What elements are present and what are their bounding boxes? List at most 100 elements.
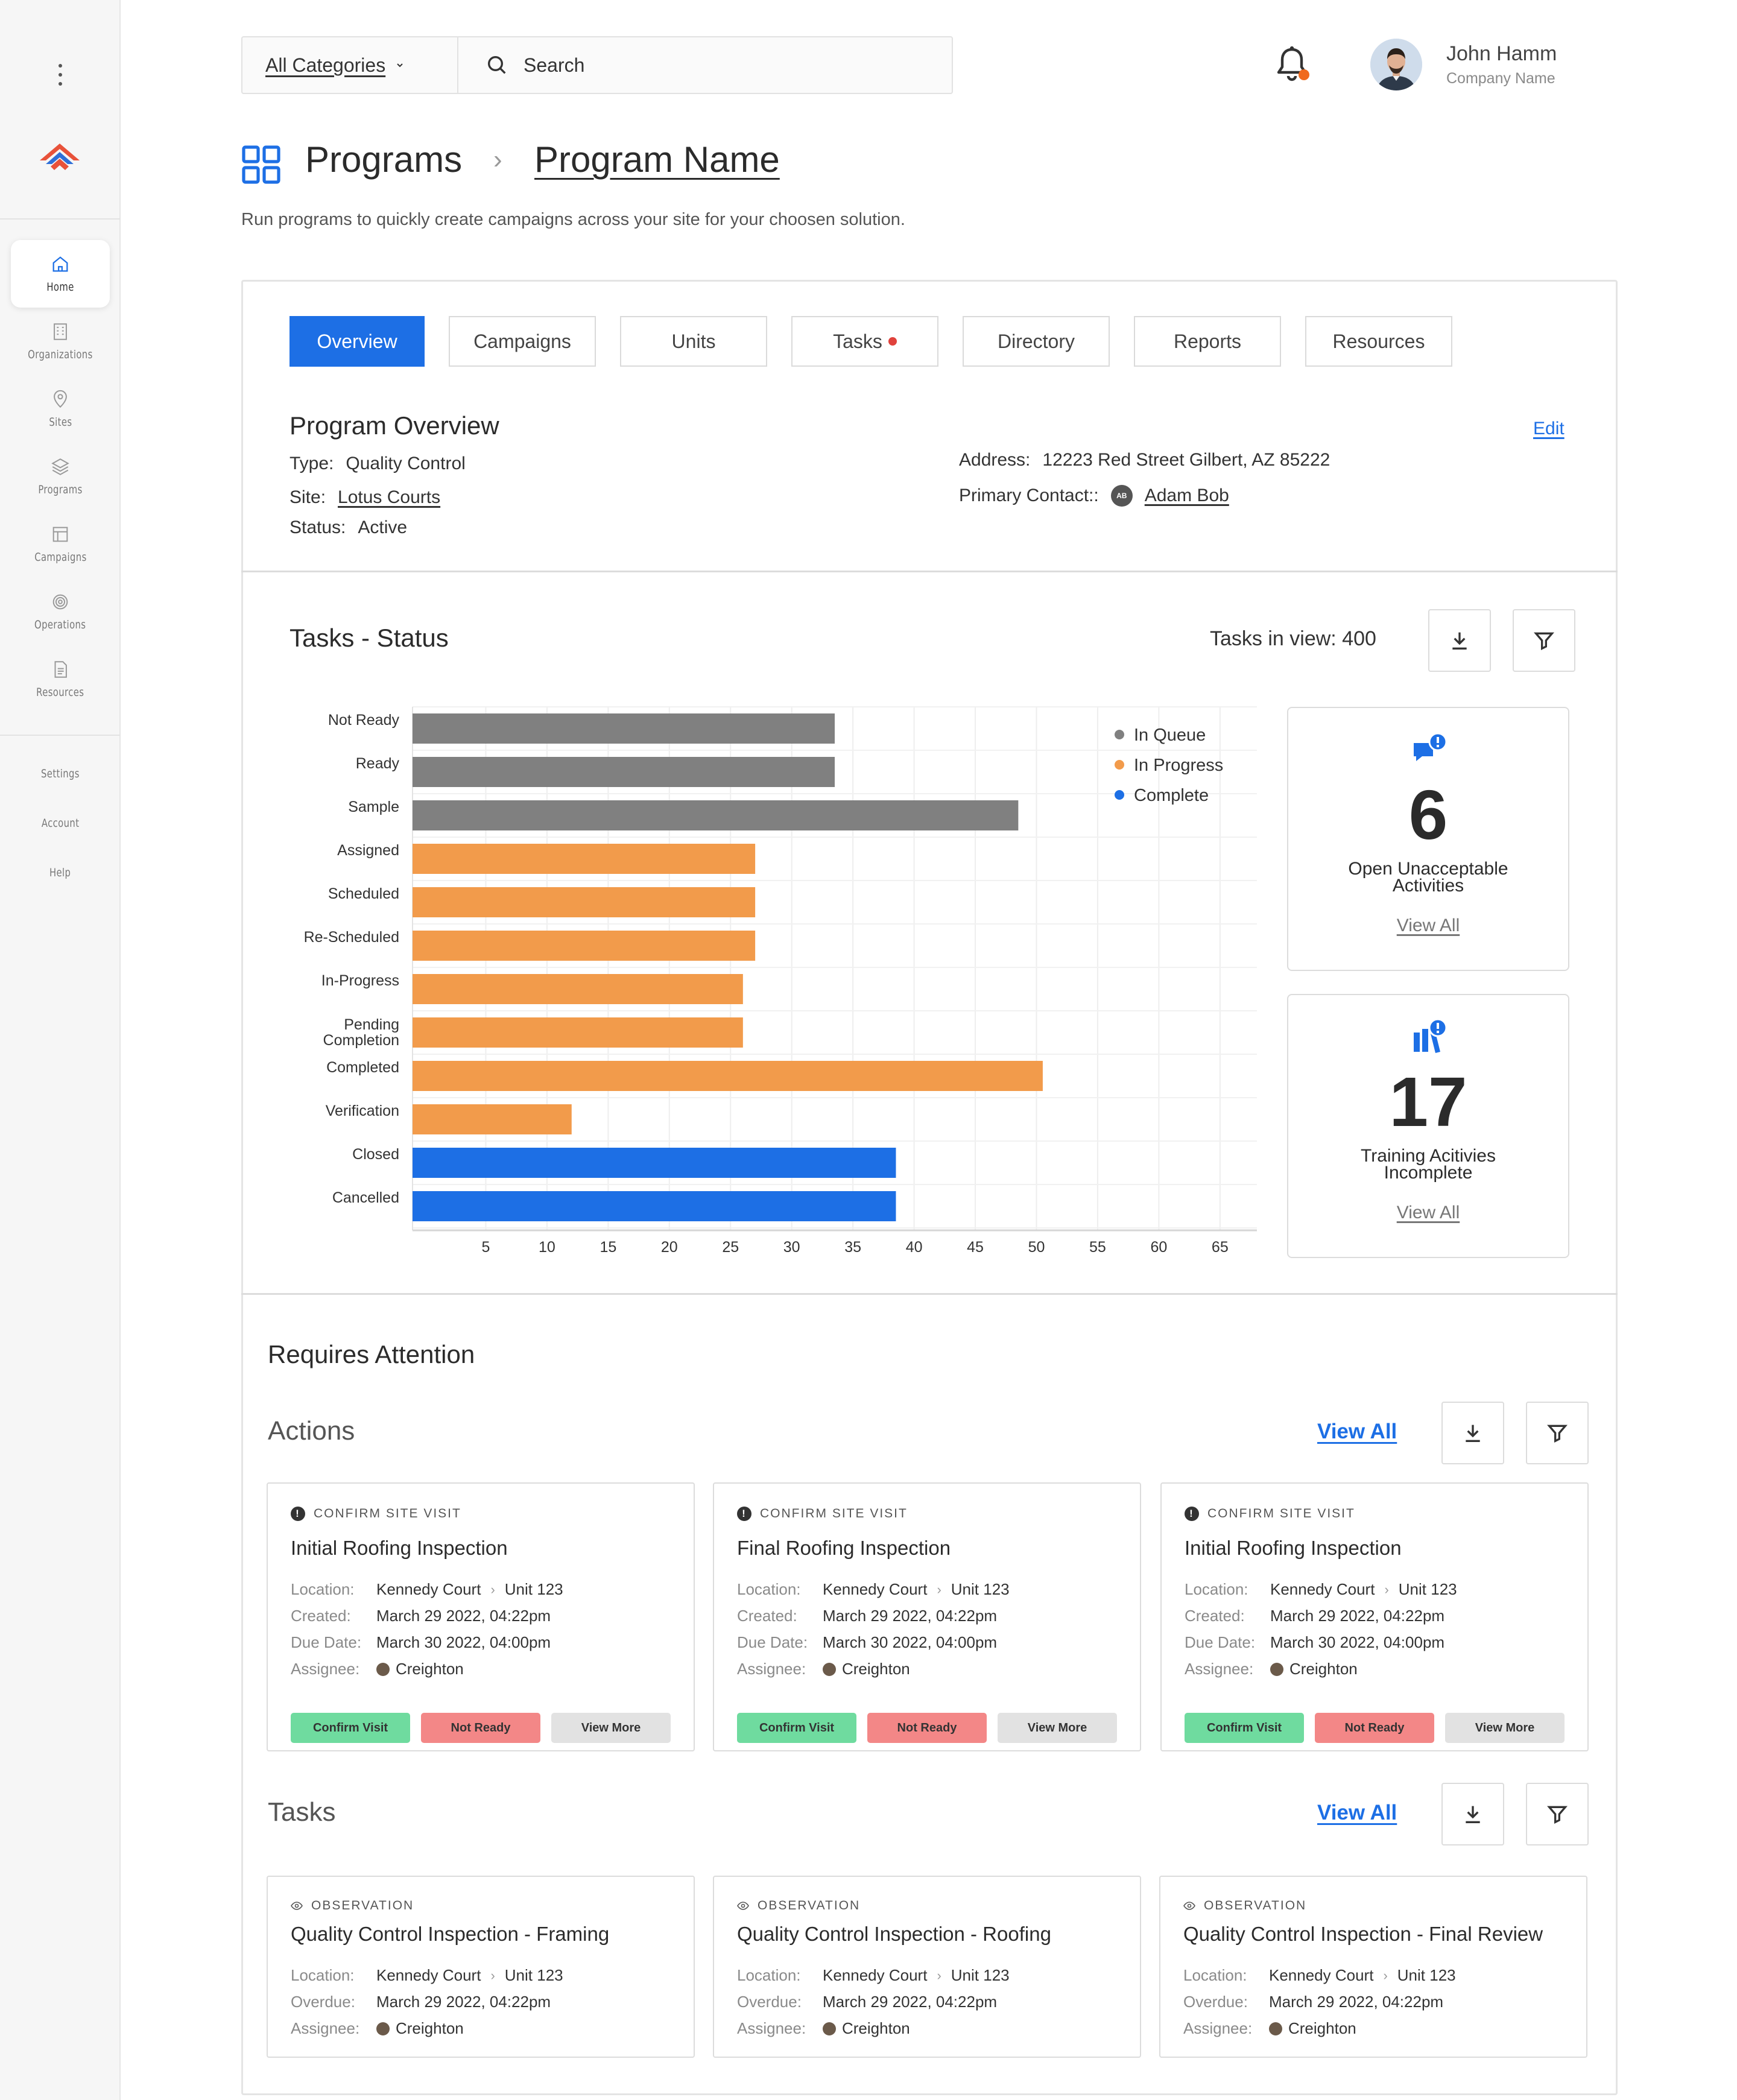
assignee-avatar — [376, 2022, 390, 2035]
kpi-view-all: View All — [1288, 916, 1568, 936]
site-link[interactable]: Lotus Courts — [338, 487, 441, 507]
sidebar-item-help[interactable]: Help — [11, 858, 110, 888]
sidebar-item-home[interactable]: Home — [11, 240, 110, 308]
actions-view-all-link[interactable]: View All — [1317, 1420, 1397, 1443]
x-tick-label: 40 — [906, 1239, 923, 1256]
view-more-button[interactable]: View More — [551, 1713, 671, 1743]
tasks-status-chart: Not Ready Ready Sample Assigned Scheduled Re-… — [304, 706, 1257, 1256]
sidebar-item-organizations[interactable]: Organizations — [11, 308, 110, 375]
tasks-download-button[interactable] — [1441, 1783, 1504, 1845]
breadcrumb-programs[interactable]: Programs — [305, 139, 463, 180]
notification-dot — [888, 337, 897, 346]
card-kind: ! CONFIRM SITE VISIT — [737, 1507, 908, 1521]
filter-icon — [1547, 1806, 1568, 1824]
field-label: Type: — [290, 454, 334, 473]
sidebar-item-label: Campaigns — [34, 551, 87, 564]
category-dropdown[interactable]: All Categories — [242, 37, 458, 93]
user-company: Company Name — [1446, 70, 1555, 87]
home-icon — [52, 256, 68, 272]
sidebar-item-account[interactable]: Account — [11, 808, 110, 838]
actions-filter-button[interactable] — [1526, 1402, 1589, 1464]
building-icon — [54, 323, 67, 340]
x-tick-label: 45 — [967, 1239, 984, 1256]
view-all-link[interactable]: View All — [1396, 916, 1460, 935]
tab-campaigns[interactable]: Campaigns — [449, 316, 596, 367]
filter-button[interactable] — [1513, 609, 1575, 672]
view-all-link[interactable]: View All — [1396, 1203, 1460, 1222]
card-kind: ! CONFIRM SITE VISIT — [291, 1507, 461, 1521]
category-label: All Categories — [265, 54, 386, 76]
tasks-view-all-link[interactable]: View All — [1317, 1801, 1397, 1824]
category-label: Assigned — [337, 842, 399, 859]
tab-units[interactable]: Units — [620, 316, 767, 367]
more-menu-icon[interactable] — [53, 64, 68, 86]
task-card: OBSERVATION Quality Control Inspection -… — [267, 1876, 695, 2058]
edit-link[interactable]: Edit — [1533, 419, 1565, 438]
task-card: OBSERVATION Quality Control Inspection -… — [713, 1876, 1141, 2058]
kpi-value: 17 — [1389, 1063, 1467, 1141]
category-label: In-Progress — [321, 972, 399, 989]
avatar[interactable] — [1370, 39, 1422, 90]
sidebar-item-operations[interactable]: Operations — [11, 578, 110, 645]
notification-bell-icon[interactable] — [1273, 45, 1311, 87]
chart-bar — [413, 1061, 1043, 1091]
category-label: Sample — [348, 799, 399, 815]
chart-bar — [413, 887, 756, 917]
confirm-visit-button[interactable]: Confirm Visit — [291, 1713, 410, 1743]
books-alert-icon — [1414, 1018, 1448, 1053]
view-more-button[interactable]: View More — [1445, 1713, 1565, 1743]
sidebar-item-programs[interactable]: Programs — [11, 443, 110, 510]
tab-reports[interactable]: Reports — [1134, 316, 1281, 367]
user-name[interactable]: John Hamm — [1446, 42, 1557, 65]
x-tick-label: 35 — [844, 1239, 861, 1256]
card-row-assignee: Assignee: Creighton — [737, 2019, 910, 2037]
x-tick-label: 50 — [1028, 1239, 1045, 1256]
chart-bar — [413, 757, 835, 787]
not-ready-button[interactable]: Not Ready — [1315, 1713, 1434, 1743]
sidebar-item-label: Help — [49, 866, 71, 879]
target-icon — [52, 594, 68, 610]
map-pin-icon — [54, 390, 67, 408]
chart-bar — [413, 844, 756, 874]
category-label: Closed — [352, 1146, 399, 1163]
kpi-label: Activities — [1392, 876, 1464, 896]
tab-resources[interactable]: Resources — [1305, 316, 1452, 367]
card-row-overdue: Overdue: March 29 2022, 04:22pm — [291, 1993, 551, 2011]
sidebar-item-sites[interactable]: Sites — [11, 375, 110, 443]
category-label: Scheduled — [328, 885, 399, 902]
download-button[interactable] — [1428, 609, 1491, 672]
card-row-due: Due Date: March 30 2022, 04:00pm — [737, 1633, 998, 1651]
kpi-card-training: 17 Training Acitivies Incomplete View Al… — [1287, 994, 1569, 1258]
tasks-filter-button[interactable] — [1526, 1783, 1589, 1845]
tab-directory[interactable]: Directory — [963, 316, 1110, 367]
sidebar-item-campaigns[interactable]: Campaigns — [11, 510, 110, 578]
confirm-visit-button[interactable]: Confirm Visit — [737, 1713, 856, 1743]
chart-bar — [413, 931, 756, 961]
card-row-due: Due Date: March 30 2022, 04:00pm — [1185, 1633, 1445, 1651]
breadcrumb-current[interactable]: Program Name — [534, 139, 780, 180]
contact-link[interactable]: Adam Bob — [1144, 485, 1229, 505]
tab-tasks[interactable]: Tasks — [791, 316, 938, 367]
chart-bar — [413, 1148, 896, 1178]
not-ready-button[interactable]: Not Ready — [421, 1713, 540, 1743]
actions-download-button[interactable] — [1441, 1402, 1504, 1464]
card-row-created: Created: March 29 2022, 04:22pm — [737, 1607, 998, 1625]
chart-bar — [413, 1017, 743, 1048]
chevron-right-icon: › — [1384, 1581, 1389, 1597]
action-card: ! CONFIRM SITE VISIT Final Roofing Inspec… — [713, 1482, 1141, 1751]
confirm-visit-button[interactable]: Confirm Visit — [1185, 1713, 1304, 1743]
chevron-right-icon: › — [490, 1581, 495, 1597]
sidebar-item-settings[interactable]: Settings — [11, 759, 110, 789]
card-title: Initial Roofing Inspection — [1185, 1537, 1402, 1559]
tab-label: Units — [671, 330, 716, 352]
sidebar-divider — [0, 735, 121, 736]
chart-bar — [413, 800, 1019, 830]
sidebar-item-resources[interactable]: Resources — [11, 645, 110, 713]
sidebar-divider — [0, 218, 121, 220]
view-more-button[interactable]: View More — [998, 1713, 1117, 1743]
field-label: Site: — [290, 487, 326, 507]
search-input[interactable] — [524, 54, 885, 77]
overview-type: Type: Quality Control — [290, 454, 466, 474]
not-ready-button[interactable]: Not Ready — [867, 1713, 987, 1743]
tab-overview[interactable]: Overview — [290, 316, 425, 367]
